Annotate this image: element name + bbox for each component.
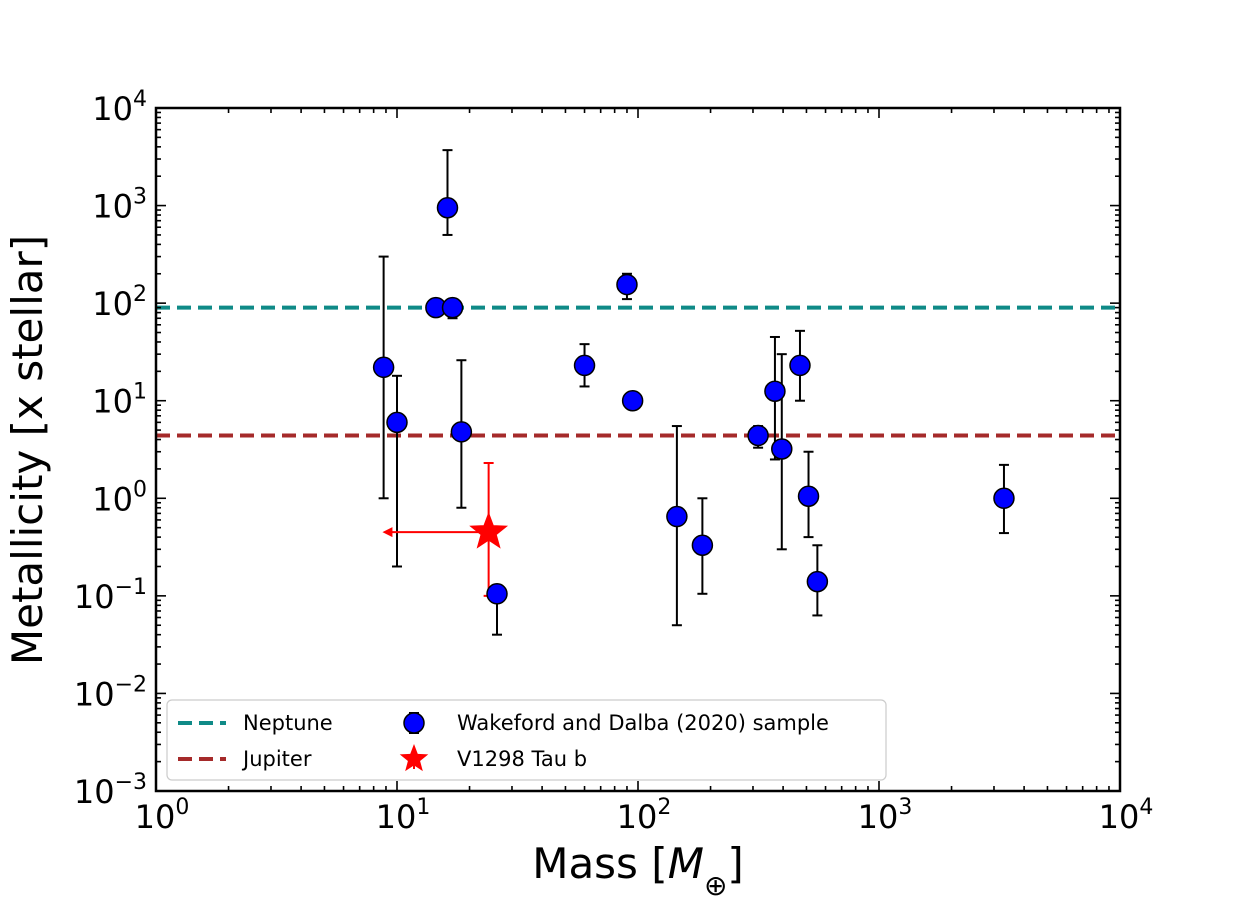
legend-star-label: V1298 Tau b (457, 747, 587, 771)
sample-point (436, 196, 459, 219)
sample-point (789, 354, 811, 377)
x-tick-label: 101 (376, 795, 431, 836)
legend-sample-swatch (403, 712, 425, 734)
v1298-tau-b-star (469, 511, 509, 549)
sample-point (691, 534, 714, 557)
sample-point (486, 583, 508, 605)
legend-sample-label: Wakeford and Dalba (2020) sample (457, 711, 829, 735)
y-tick-label: 10−2 (74, 672, 147, 713)
sample-point (797, 485, 820, 507)
y-tick-label: 102 (92, 282, 147, 323)
sample-point (764, 380, 786, 403)
y-axis-title: Metallicity [x stellar] (3, 235, 52, 665)
error-bars (378, 149, 1009, 636)
sample-point (441, 296, 464, 319)
y-tick-label: 10−1 (74, 575, 147, 616)
sample-point (450, 421, 473, 443)
reference-lines (156, 305, 1120, 438)
sample-point (993, 487, 1015, 510)
x-tick-label: 103 (858, 795, 913, 836)
sample-point (386, 411, 408, 434)
sample-point (771, 438, 793, 460)
x-axis-title: Mass [M⊕] (532, 839, 744, 902)
tick-labels: 100 101 102 103 104 10−3 10−2 10−1 100 101 102 103 1… (74, 87, 1154, 836)
x-tick-label: 100 (135, 795, 190, 836)
x-tick-label: 102 (617, 795, 672, 836)
legend-star-icon (399, 744, 429, 772)
y-tick-label: 100 (92, 477, 147, 518)
legend: Neptune Jupiter Wakeford and Dalba (2020… (166, 699, 887, 781)
sample-point (621, 389, 644, 412)
x-tick-label: 104 (1099, 795, 1154, 836)
legend-star-swatch (399, 744, 429, 772)
y-tick-label: 104 (92, 87, 147, 128)
plot-frame (154, 106, 1122, 793)
legend-box (166, 699, 887, 781)
x-upper-limit-arrow (382, 527, 393, 538)
sample-point (573, 354, 596, 377)
legend-jupiter-label: Jupiter (241, 747, 312, 771)
sample-point (806, 570, 829, 593)
sample-point (372, 356, 395, 379)
y-tick-label: 10−3 (74, 770, 147, 811)
sample-point (616, 273, 638, 296)
sample-point (666, 505, 688, 528)
legend-neptune-label: Neptune (243, 711, 333, 735)
sample-point (747, 424, 769, 447)
axis-ticks (155, 107, 1121, 792)
y-tick-label: 101 (92, 380, 147, 421)
y-tick-label: 103 (92, 185, 147, 226)
data-markers (372, 196, 1015, 605)
